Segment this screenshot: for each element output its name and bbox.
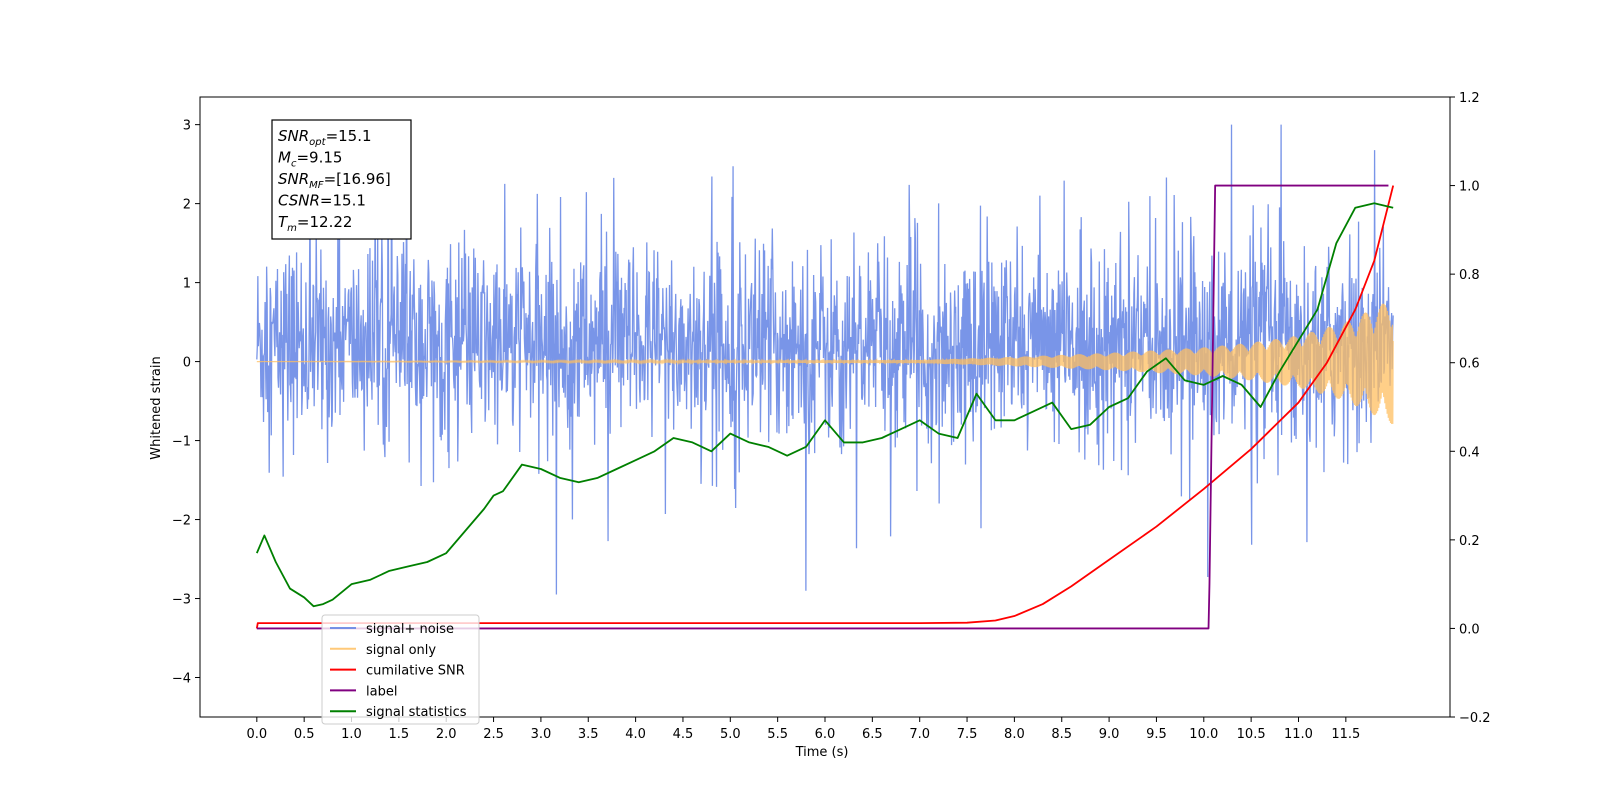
- x-tick-label: 7.5: [957, 727, 978, 742]
- x-tick-label: 0.5: [294, 727, 315, 742]
- y-left-tick-label: 1: [183, 277, 191, 292]
- annotation-line: Tm=12.22: [278, 213, 352, 234]
- x-axis-label: Time (s): [795, 745, 849, 760]
- legend-frame: [321, 614, 480, 725]
- y-right-tick-label: 1.2: [1459, 91, 1480, 106]
- y-right-tick-label: 0.6: [1459, 357, 1480, 372]
- y-left-tick-label: −2: [172, 514, 191, 529]
- x-tick-label: 4.5: [673, 727, 694, 742]
- x-tick-label: 8.0: [1004, 727, 1025, 742]
- annotation-frame: [271, 119, 412, 240]
- x-tick-label: 1.5: [389, 727, 410, 742]
- annotation-line: Mc=9.15: [278, 149, 342, 170]
- y-axis-right-ticks: 1.2 1.0 0.8 0.6 0.4 0.2 0.0 −0.2: [1450, 91, 1491, 726]
- legend: signal+ noise signal only cumilative SNR la…: [321, 614, 480, 725]
- y-axis-left-ticks: 3 2 1 0 −1 −2 −3 −4: [172, 119, 200, 687]
- y-left-tick-label: 3: [183, 119, 191, 134]
- y-left-tick-label: 2: [183, 198, 191, 213]
- x-tick-label: 10.5: [1237, 727, 1266, 742]
- series-line-signal-noise: [256, 124, 1394, 595]
- y-right-tick-label: 0.4: [1459, 445, 1480, 460]
- annotation-line: SNRMF=[16.96]: [278, 170, 391, 191]
- x-tick-label: 6.5: [862, 727, 883, 742]
- y-left-tick-label: −1: [172, 435, 191, 450]
- y-left-tick-label: 0: [183, 356, 191, 371]
- series-line-cumulative-snr: [255, 185, 1395, 629]
- x-tick-label: 11.0: [1284, 727, 1313, 742]
- series-line-signal-only: [256, 303, 1394, 425]
- series-line-label: [256, 184, 1389, 630]
- x-tick-label: 8.5: [1051, 727, 1072, 742]
- y-right-tick-label: 1.0: [1459, 180, 1480, 195]
- x-tick-label: 6.0: [815, 727, 836, 742]
- x-tick-label: 9.0: [1099, 727, 1120, 742]
- plot-area: [255, 124, 1395, 630]
- x-tick-label: 2.0: [436, 727, 457, 742]
- x-tick-label: 10.0: [1189, 727, 1218, 742]
- x-tick-label: 0.0: [246, 727, 267, 742]
- annotation-line: CSNR=15.1: [278, 192, 366, 210]
- x-tick-label: 11.5: [1331, 727, 1360, 742]
- series-line-signal-statistics: [255, 202, 1394, 608]
- y-right-tick-label: 0.0: [1459, 622, 1480, 637]
- legend-label-text: label: [366, 684, 397, 699]
- noise-series-layer: [256, 124, 1394, 595]
- annotation-box: SNRopt=15.1Mc=9.15SNRMF=[16.96]CSNR=15.1…: [271, 119, 412, 240]
- y-axis-label: Whitened strain: [149, 356, 164, 459]
- y-left-tick-label: −4: [172, 672, 191, 687]
- x-tick-label: 5.5: [767, 727, 788, 742]
- chirp-series-layer: [256, 303, 1394, 425]
- legend-signal-noise-text: signal+ noise: [366, 622, 454, 637]
- y-right-tick-label: 0.2: [1459, 534, 1480, 549]
- x-tick-label: 9.5: [1146, 727, 1167, 742]
- x-tick-label: 5.0: [720, 727, 741, 742]
- y-left-tick-label: −3: [172, 593, 191, 608]
- x-tick-label: 2.5: [483, 727, 504, 742]
- x-tick-label: 3.0: [531, 727, 552, 742]
- legend-cumulative-snr-text: cumilative SNR: [366, 664, 465, 679]
- legend-signal-statistics-text: signal statistics: [366, 705, 467, 720]
- x-tick-label: 1.0: [341, 727, 362, 742]
- x-tick-label: 3.5: [578, 727, 599, 742]
- annotation-line: SNRopt=15.1: [278, 127, 372, 148]
- y-right-tick-label: −0.2: [1459, 711, 1491, 726]
- legend-signal-only-text: signal only: [366, 643, 436, 658]
- line-series-layer: [255, 184, 1395, 630]
- y-right-tick-label: 0.8: [1459, 268, 1480, 283]
- x-tick-label: 7.0: [909, 727, 930, 742]
- x-tick-label: 4.0: [625, 727, 646, 742]
- x-axis-ticks: 0.0 0.5 1.0 1.5 2.0 2.5 3.0 3.5 4.0 4.5 5.0 5.5 6.0 6…: [246, 717, 1360, 742]
